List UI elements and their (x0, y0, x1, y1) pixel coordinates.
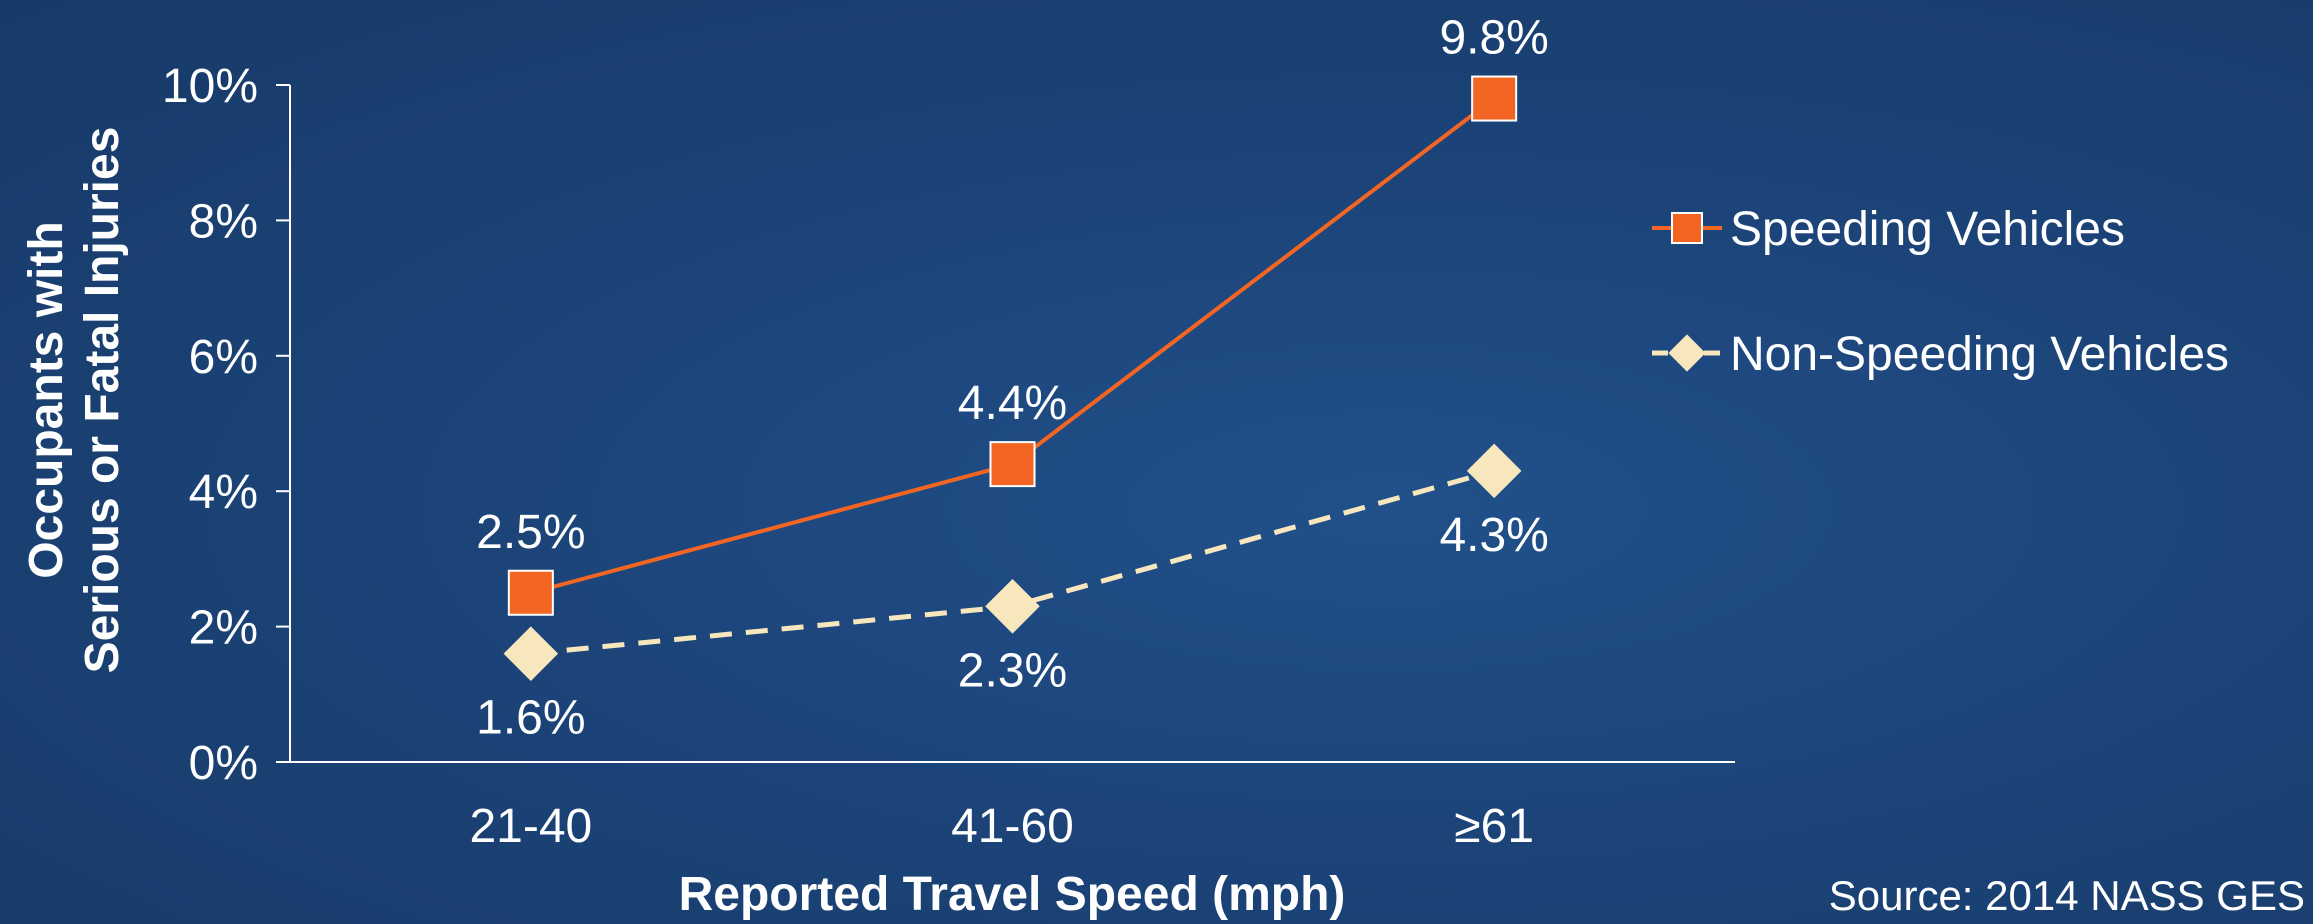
legend: Speeding Vehicles Non-Speeding Vehicles (1652, 203, 2229, 381)
data-point-speeding-vehicles (507, 569, 554, 616)
data-point-non-speeding-vehicles (1466, 443, 1522, 499)
data-point-speeding-vehicles (989, 441, 1036, 488)
data-point-non-speeding-vehicles (985, 579, 1040, 634)
x-ticks: 21-40 41-60 ≥61 (469, 800, 1534, 853)
data-label-non-speeding-vehicles: 4.3% (1439, 509, 1548, 562)
y-tick-label: 4% (189, 466, 258, 519)
y-axis-title-line-2: Serious or Fatal Injuries (76, 127, 129, 674)
y-axis-title: Occupants with Serious or Fatal Injuries (20, 127, 129, 674)
series-lines (530, 96, 1496, 657)
y-tick-label: 2% (189, 602, 258, 655)
x-tick-label: ≥61 (1454, 800, 1534, 853)
x-tick-label: 41-60 (951, 800, 1074, 853)
axes (289, 85, 1735, 763)
source-note: Source: 2014 NASS GES (1829, 872, 2305, 919)
y-tick-label: 10% (162, 60, 258, 113)
legend-marker-speeding-vehicles (1671, 212, 1703, 244)
legend-label-non-speeding-vehicles: Non-Speeding Vehicles (1730, 328, 2229, 381)
series-line-speeding-vehicles (530, 96, 1496, 595)
x-tick-label: 21-40 (469, 800, 592, 853)
data-label-speeding-vehicles: 2.5% (476, 506, 585, 559)
y-tick-label: 6% (189, 331, 258, 384)
data-label-non-speeding-vehicles: 1.6% (476, 692, 585, 745)
legend-marker-non-speeding-vehicles (1668, 334, 1706, 372)
data-label-speeding-vehicles: 4.4% (958, 377, 1067, 430)
series-markers (503, 75, 1522, 681)
data-label-non-speeding-vehicles: 2.3% (958, 644, 1067, 697)
y-ticks: 0% 2% 4% 6% 8% 10% (162, 60, 290, 790)
y-axis-title-line-1: Occupants with (20, 221, 73, 578)
y-tick-label: 8% (189, 195, 258, 248)
data-label-speeding-vehicles: 9.8% (1439, 12, 1548, 65)
y-tick-label: 0% (189, 737, 258, 790)
legend-label-speeding-vehicles: Speeding Vehicles (1730, 203, 2125, 256)
data-point-speeding-vehicles (1471, 75, 1518, 122)
data-labels: 2.5% 4.4% 9.8% 1.6% 2.3% 4.3% (476, 12, 1549, 745)
data-point-non-speeding-vehicles (503, 626, 559, 681)
x-axis-title: Reported Travel Speed (mph) (679, 868, 1346, 921)
